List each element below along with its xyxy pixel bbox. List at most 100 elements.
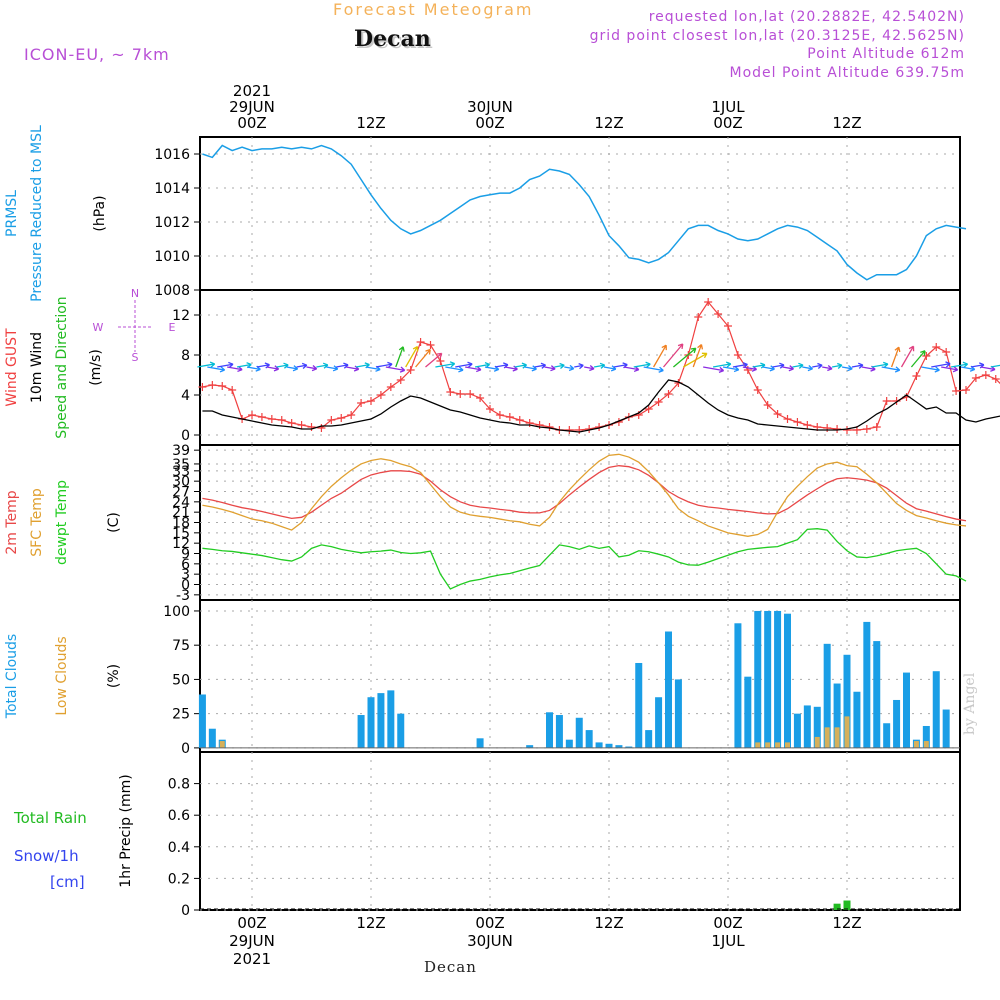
lowcloud-bar bbox=[775, 742, 781, 748]
gust-marker bbox=[644, 405, 653, 413]
clouds-ytick-label: 100 bbox=[163, 604, 190, 620]
wind-arrow bbox=[296, 362, 308, 369]
wind-ylabel: Speed and Direction bbox=[54, 296, 70, 438]
wind-arrow bbox=[792, 362, 804, 369]
gust-marker bbox=[505, 413, 514, 421]
requested-coords: requested lon,lat (20.2882E, 42.5402N) bbox=[648, 9, 965, 25]
wind-arrow bbox=[286, 365, 299, 372]
wind-ytick-label: 12 bbox=[172, 308, 190, 324]
gust-marker bbox=[575, 426, 584, 434]
gust-marker bbox=[714, 310, 723, 318]
location-title: Decan bbox=[354, 26, 431, 52]
wind-arrow bbox=[603, 365, 617, 372]
temp-line-2 bbox=[202, 528, 967, 590]
top-time-label: 12Z bbox=[356, 114, 385, 132]
footer-location: Decan bbox=[424, 958, 477, 976]
top-time-label: 00Z bbox=[713, 114, 742, 132]
bottom-time-label: 2021 bbox=[233, 950, 271, 968]
pressure-ylabel: Pressure Reduced to MSL bbox=[29, 125, 45, 302]
cloud-bar bbox=[823, 643, 831, 748]
wind-arrow bbox=[375, 361, 393, 368]
cloud-bar bbox=[655, 697, 663, 748]
wind-arrow bbox=[346, 365, 360, 372]
wind-arrow bbox=[931, 361, 951, 368]
pressure-ylabel: (hPa) bbox=[92, 195, 108, 231]
wind-arrow bbox=[584, 364, 595, 372]
bottom-time-label: 12Z bbox=[356, 914, 385, 932]
gust-marker bbox=[922, 352, 931, 360]
lowcloud-bar bbox=[844, 716, 850, 748]
gust-marker bbox=[515, 416, 524, 424]
wind-arrow bbox=[593, 362, 606, 369]
wind-arrow bbox=[524, 365, 537, 372]
cloud-bar bbox=[813, 706, 821, 748]
cloud-bar bbox=[615, 745, 623, 748]
wind-arrow bbox=[435, 361, 456, 368]
temperature-ytick-label: 3 bbox=[181, 567, 190, 583]
gust-marker bbox=[218, 382, 227, 390]
cloud-bar bbox=[793, 713, 801, 748]
model-label: ICON-EU, ~ 7km bbox=[24, 45, 170, 64]
lowcloud-bar bbox=[765, 742, 771, 748]
compass-n: N bbox=[131, 287, 139, 300]
temperature-ylabel: SFC Temp bbox=[29, 488, 45, 557]
wind-arrow bbox=[256, 362, 270, 369]
model-altitude: Model Point Altitude 639.75m bbox=[729, 65, 965, 81]
gust-marker bbox=[525, 419, 534, 427]
cloud-bar bbox=[803, 705, 811, 748]
lowcloud-bar bbox=[814, 736, 820, 748]
wind-arrow bbox=[722, 366, 740, 373]
gust-marker bbox=[376, 391, 385, 399]
bottom-time-label: 12Z bbox=[832, 914, 861, 932]
temperature-ylabel: 2m Temp bbox=[4, 490, 20, 554]
gust-marker bbox=[733, 351, 742, 359]
precip-legend: Snow/1h bbox=[14, 847, 79, 865]
clouds-ytick-label: 50 bbox=[172, 672, 190, 688]
cloud-bar bbox=[754, 610, 762, 748]
gust-marker bbox=[347, 411, 356, 419]
temp-line-1 bbox=[202, 453, 967, 537]
top-time-label: 1JUL bbox=[711, 98, 745, 116]
temperature-ytick-label: 33 bbox=[172, 464, 190, 480]
gust-marker bbox=[456, 390, 465, 398]
temperature-ytick-label: 27 bbox=[172, 485, 190, 501]
temperature-ytick-label: 24 bbox=[172, 495, 190, 511]
pressure-ytick-label: 1016 bbox=[154, 147, 190, 163]
clouds-ytick-label: 0 bbox=[181, 741, 190, 757]
wind-arrow bbox=[653, 344, 667, 368]
lowcloud-bar bbox=[834, 727, 840, 748]
wind-arrow bbox=[544, 365, 556, 372]
gust-marker bbox=[545, 423, 554, 431]
gust-marker bbox=[793, 418, 802, 426]
gust-marker bbox=[763, 401, 772, 409]
cloud-bar bbox=[605, 743, 613, 748]
lowcloud-bar bbox=[219, 741, 225, 748]
temperature-ytick-label: 6 bbox=[181, 557, 190, 573]
gust-marker bbox=[208, 381, 217, 389]
wind-arrow bbox=[692, 343, 704, 368]
bottom-time-label: 1JUL bbox=[711, 932, 745, 950]
clouds-ylabel: Low Clouds bbox=[54, 636, 70, 715]
gust-marker bbox=[892, 397, 901, 405]
gust-marker bbox=[495, 411, 504, 419]
gust-marker bbox=[912, 372, 921, 380]
temperature-ytick-label: 9 bbox=[181, 547, 190, 563]
wind-arrow bbox=[772, 362, 785, 369]
top-time-label: 00Z bbox=[237, 114, 266, 132]
precip-ylabel: 1hr Precip (mm) bbox=[118, 774, 134, 887]
wind-arrow bbox=[643, 366, 664, 373]
compass-e: E bbox=[169, 321, 176, 334]
wind-arrow bbox=[445, 366, 464, 373]
wind-arrow bbox=[395, 346, 405, 368]
cloud-bar bbox=[922, 725, 930, 748]
wind-arrow bbox=[276, 362, 289, 369]
temperature-ytick-label: 15 bbox=[172, 526, 190, 542]
compass-s: S bbox=[132, 351, 139, 364]
gust-marker bbox=[724, 322, 732, 330]
clouds-ytick-label: 75 bbox=[172, 638, 190, 654]
cloud-bar bbox=[863, 621, 871, 748]
bottom-time-label: 00Z bbox=[475, 914, 504, 932]
cloud-bar bbox=[595, 742, 603, 748]
bottom-time-label: 29JUN bbox=[229, 932, 275, 950]
cloud-bar bbox=[932, 671, 940, 748]
